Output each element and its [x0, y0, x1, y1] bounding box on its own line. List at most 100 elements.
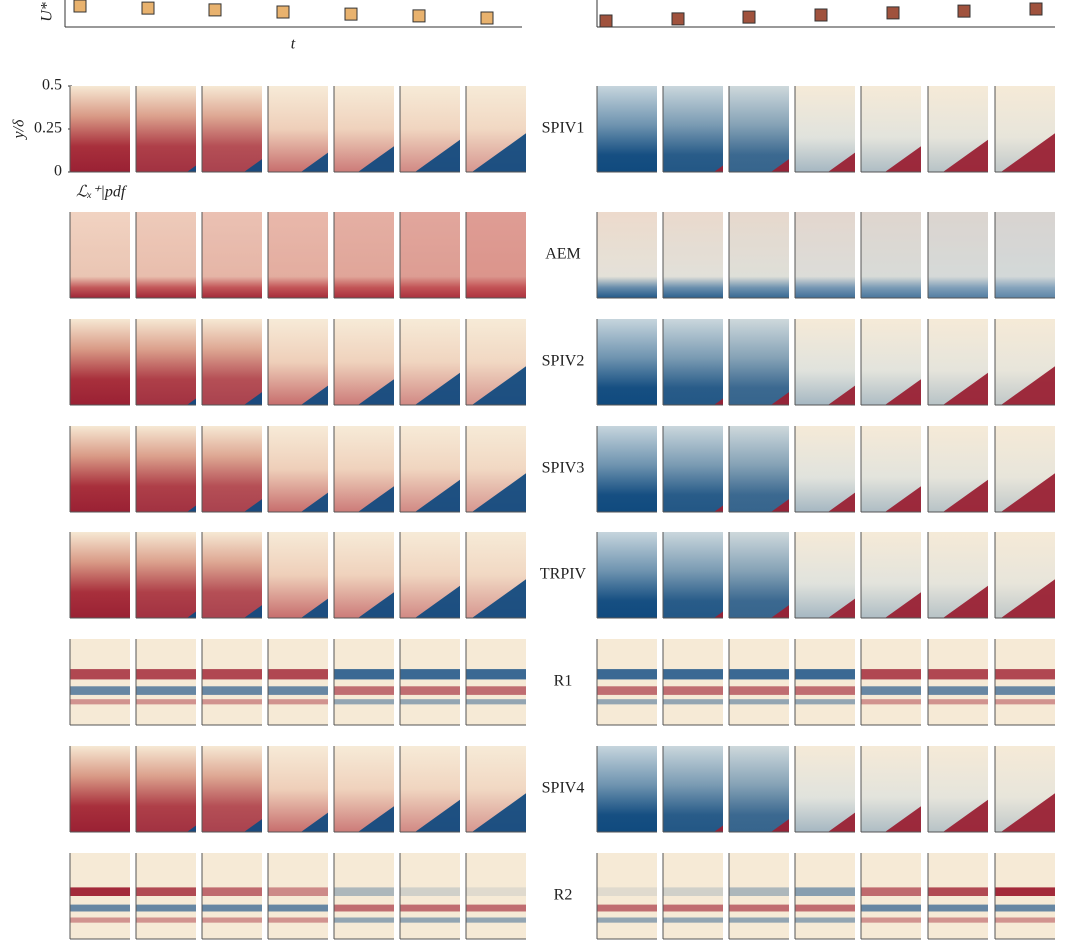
data-point [276, 5, 290, 19]
panel-bg [400, 853, 460, 939]
contour-band [597, 699, 657, 705]
contour-field [136, 212, 196, 298]
panel-bg [861, 639, 921, 725]
contour-field [597, 212, 657, 298]
contour-region [244, 159, 262, 172]
data-point [73, 0, 87, 13]
contour-field [136, 212, 196, 298]
contour-field [466, 212, 526, 298]
contour-field [795, 319, 855, 405]
contour-region [187, 505, 196, 512]
contour-field [729, 746, 789, 832]
contour-band [70, 686, 130, 695]
contour-region [415, 139, 460, 172]
contour-band [202, 917, 262, 923]
data-point [208, 3, 222, 17]
contour-field [400, 212, 460, 298]
contour-region [1001, 473, 1055, 512]
contour-band [136, 686, 196, 695]
panel-bg [466, 853, 526, 939]
contour-field [795, 212, 855, 298]
panel-bg [466, 639, 526, 725]
contour-field [663, 86, 723, 172]
contour-region [244, 605, 262, 618]
panel-bg [729, 639, 789, 725]
panel-bg [334, 639, 394, 725]
contour-region [244, 392, 262, 405]
contour-band [663, 917, 723, 923]
contour-region [301, 385, 328, 405]
panel-bg [795, 639, 855, 725]
contour-band [70, 669, 130, 680]
contour-field [663, 746, 723, 832]
data-point [957, 4, 971, 18]
contour-band [861, 904, 921, 912]
contour-band [928, 887, 988, 896]
contour-band [202, 686, 262, 695]
panel-bg [268, 639, 328, 725]
contour-band [202, 669, 262, 680]
x-label: t [291, 36, 296, 53]
contour-band [597, 904, 657, 912]
contour-region [187, 398, 196, 405]
contour-band [663, 669, 723, 680]
contour-field [928, 212, 988, 298]
contour-region [885, 379, 921, 405]
contour-region [358, 379, 394, 405]
contour-band [334, 904, 394, 912]
contour-band [928, 904, 988, 912]
contour-band [466, 669, 526, 680]
contour-band [400, 904, 460, 912]
contour-field [663, 212, 723, 298]
panel-bg [729, 853, 789, 939]
contour-field [70, 746, 130, 832]
top-plots: U* t [39, 0, 1055, 53]
contour-band [663, 699, 723, 705]
contour-band [136, 699, 196, 705]
contour-region [771, 499, 789, 512]
contour-band [466, 887, 526, 896]
contour-field [597, 746, 657, 832]
data-point [599, 14, 613, 28]
contour-band [136, 917, 196, 923]
row-label: AEM [545, 246, 581, 263]
contour-band [995, 699, 1055, 705]
contour-band [995, 669, 1055, 680]
contour-band [334, 686, 394, 695]
contour-region [714, 825, 723, 832]
contour-band [202, 699, 262, 705]
contour-band [400, 887, 460, 896]
data-point [671, 12, 685, 26]
contour-field [268, 212, 328, 298]
contour-field [334, 212, 394, 298]
contour-region [187, 825, 196, 832]
contour-region [358, 486, 394, 512]
contour-field [597, 426, 657, 512]
contour-field [70, 212, 130, 298]
y-label: y/δ [11, 119, 28, 141]
contour-field [202, 426, 262, 512]
contour-field [202, 319, 262, 405]
contour-field [729, 426, 789, 512]
contour-field [136, 746, 196, 832]
contour-band [729, 917, 789, 923]
contour-band [466, 686, 526, 695]
contour-field [202, 746, 262, 832]
panel-bg [663, 639, 723, 725]
contour-band [928, 686, 988, 695]
contour-region [187, 165, 196, 172]
contour-field [400, 212, 460, 298]
contour-region [771, 819, 789, 832]
contour-band [861, 887, 921, 896]
contour-band [400, 917, 460, 923]
contour-band [995, 686, 1055, 695]
contour-field [202, 532, 262, 618]
contour-band [400, 699, 460, 705]
contour-band [861, 669, 921, 680]
contour-region [771, 159, 789, 172]
panel-bg [663, 853, 723, 939]
contour-field [995, 212, 1055, 298]
y-tick-label: 0.5 [42, 77, 62, 94]
contour-field [268, 426, 328, 512]
